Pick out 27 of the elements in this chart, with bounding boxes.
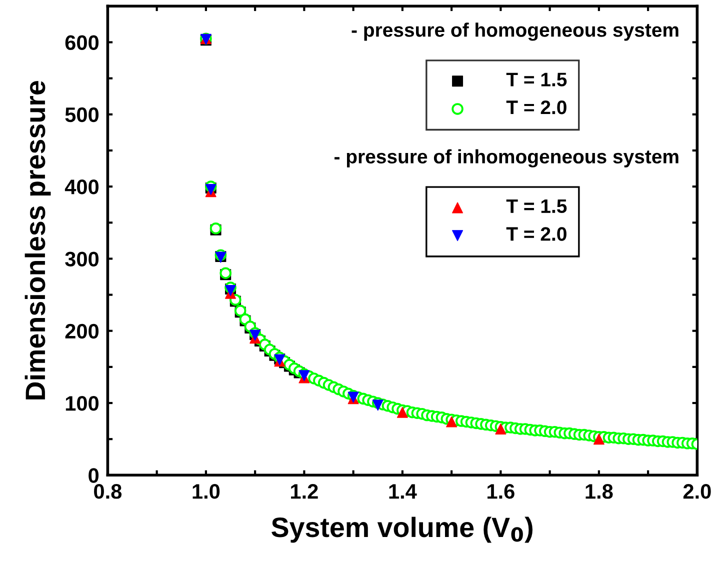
x-tick-label: 0.8	[94, 484, 122, 499]
legend-label: T = 1.5	[506, 199, 567, 214]
x-tick-label: 1.4	[389, 484, 417, 499]
y-tick-label: 600	[65, 35, 99, 50]
legend-label: T = 1.5	[506, 72, 567, 86]
x-tick-label: 1.2	[291, 484, 318, 499]
point	[495, 423, 506, 434]
legend-label: T = 2.0	[506, 100, 566, 114]
annotation: - pressure of homogeneous system	[352, 22, 678, 41]
annotation: - pressure of inhomogeneous system	[334, 149, 678, 168]
point	[372, 400, 384, 411]
y-tick-label: 0	[88, 468, 99, 483]
y-tick-label: 500	[65, 107, 99, 122]
x-tick-label: 1.6	[488, 484, 514, 499]
y-tick-label: 200	[65, 324, 99, 339]
point	[593, 434, 604, 445]
y-tick-label: 300	[65, 252, 99, 266]
point	[396, 406, 408, 418]
y-tick-label: 400	[64, 180, 99, 194]
x-tick-label: 1.0	[192, 484, 220, 499]
y-axis-title: Dimensionless pressure	[24, 81, 51, 400]
x-tick-label: 2.0	[683, 484, 711, 499]
point	[446, 416, 458, 428]
x-axis-title: System volume (V$_{0}$)	[272, 516, 532, 543]
x-tick-label: 1.8	[586, 484, 613, 499]
y-tick-label: 100	[66, 396, 99, 411]
legend-label: T = 2.0	[506, 227, 566, 241]
